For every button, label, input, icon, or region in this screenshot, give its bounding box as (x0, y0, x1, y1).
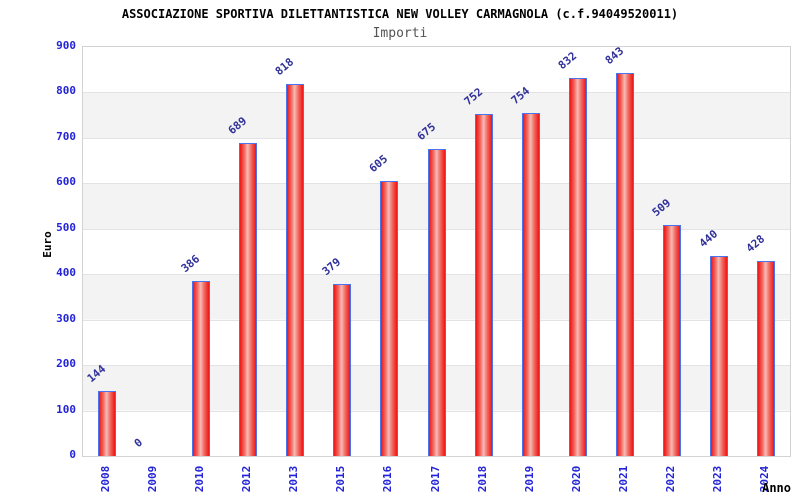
x-tick-label: 2022 (664, 465, 678, 493)
y-tick-label: 0 (69, 448, 76, 461)
y-tick-label: 100 (56, 402, 76, 416)
y-axis-title: Euro (40, 231, 54, 258)
x-tick-label: 2009 (145, 465, 159, 493)
y-tick-label: 700 (56, 129, 76, 143)
bar (616, 72, 635, 456)
x-tick-label: 2017 (428, 465, 442, 493)
bar (191, 280, 210, 456)
bar (286, 84, 305, 456)
bar (663, 224, 682, 456)
x-tick-label: 2019 (522, 465, 536, 493)
x-tick-label: 2013 (287, 465, 301, 493)
x-tick-label: 2016 (381, 465, 395, 493)
chart-title: ASSOCIAZIONE SPORTIVA DILETTANTISTICA NE… (121, 7, 679, 21)
x-tick-label: 2021 (617, 465, 631, 493)
bar (238, 142, 257, 456)
chart-subtitle: Importi (372, 26, 428, 41)
y-tick-label: 400 (56, 266, 76, 280)
bar (757, 261, 776, 456)
bar (427, 149, 446, 456)
y-tick-label: 200 (56, 357, 76, 371)
bar (97, 390, 116, 456)
bar (333, 283, 352, 456)
bar (710, 256, 729, 456)
x-tick-label: 2015 (334, 465, 348, 493)
x-tick-label: 2018 (475, 465, 489, 493)
x-tick-label: 2023 (711, 465, 725, 493)
x-tick-label: 2020 (569, 465, 583, 493)
y-tick-label: 800 (56, 84, 76, 98)
y-tick-label: 500 (56, 220, 76, 234)
y-tick-label: 300 (56, 311, 76, 325)
x-tick-label: 2010 (192, 465, 206, 493)
y-tick-label: 900 (56, 39, 76, 52)
bar (521, 113, 540, 456)
x-tick-label: 2008 (98, 465, 112, 493)
x-tick-label: 2012 (239, 465, 253, 493)
bar (380, 181, 399, 456)
gridline (83, 92, 790, 94)
plot-area (82, 46, 791, 457)
bar (568, 77, 587, 456)
bar (474, 114, 493, 456)
y-tick-label: 600 (56, 175, 76, 189)
x-axis-title: Anno (762, 481, 791, 495)
gridline (83, 137, 790, 139)
